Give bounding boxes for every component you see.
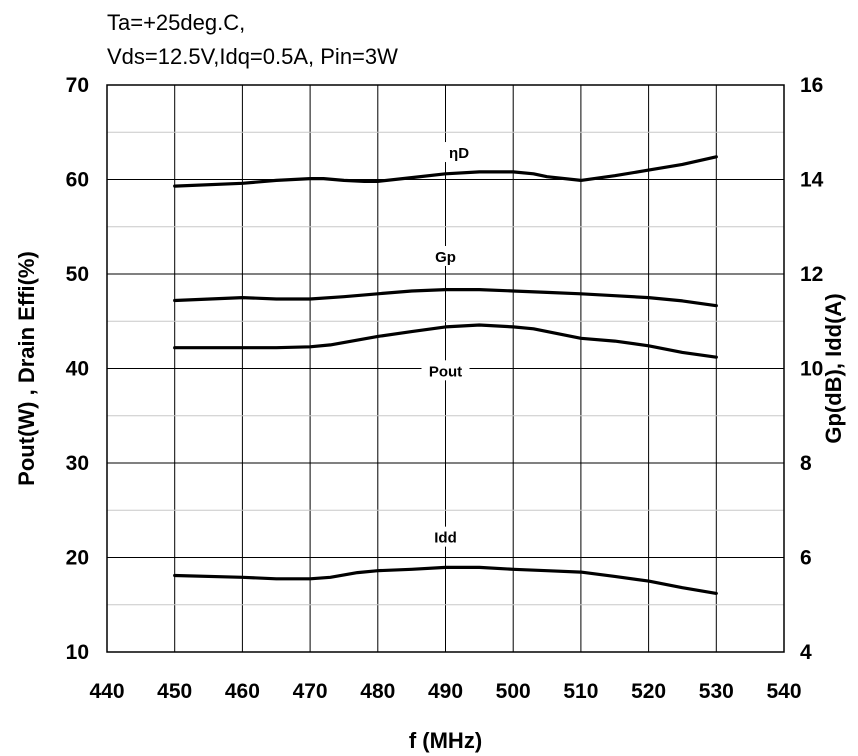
series-label-bg-Gp [430,245,461,266]
y-right-tick-label-14: 14 [800,169,824,192]
x-tick-label-470: 470 [293,680,328,703]
series-label-bg-Pout [421,360,470,381]
series-label-bg-ηD [444,142,475,163]
x-tick-label-540: 540 [766,680,801,703]
y-left-tick-label-40: 40 [66,358,89,381]
series-label-Idd: Idd [434,530,457,547]
series-line-Gp [173,288,718,308]
x-axis-label: f (MHz) [409,728,482,753]
plot-frame [106,84,785,653]
series-lines [173,155,718,596]
x-tick-label-480: 480 [360,680,395,703]
y-right-tick-label-8: 8 [800,452,812,475]
x-tick-label-460: 460 [225,680,260,703]
x-tick-label-530: 530 [699,680,734,703]
plot-border [106,84,785,653]
y-left-tick-label-50: 50 [66,263,89,286]
x-tick-label-440: 440 [89,680,124,703]
series-line-ηD [173,155,718,188]
x-tick-label-490: 490 [428,680,463,703]
x-tick-label-500: 500 [496,680,531,703]
series-label-Gp: Gp [435,249,456,266]
y-left-tick-label-30: 30 [66,452,89,475]
x-tick-label-520: 520 [631,680,666,703]
y-right-tick-label-12: 12 [800,263,823,286]
x-tick-label-450: 450 [157,680,192,703]
series-line-Idd [173,565,718,596]
series-labels: ηD Gp Pout Idd [421,142,475,547]
y-left-tick-label-10: 10 [66,641,89,664]
y-right-tick-label-10: 10 [800,358,823,381]
y-right-tick-label-4: 4 [800,641,812,664]
tick-labels: 440 450 460 470 480 490 500 510 520 530 5401020304… [66,74,824,703]
conditions-line-1: Ta=+25deg.C, [107,10,246,35]
x-tick-label-510: 510 [563,680,598,703]
y-axis-right-label: Gp(dB), Idd(A) [821,293,846,443]
y-left-tick-label-20: 20 [66,547,89,570]
series-label-bg-Idd [426,526,465,547]
y-axis-left-label: Pout(W) , Drain Effi(%) [14,251,39,486]
y-left-tick-label-70: 70 [66,74,89,97]
y-left-tick-label-60: 60 [66,169,89,192]
y-right-tick-label-16: 16 [800,74,823,97]
y-right-tick-label-6: 6 [800,547,812,570]
conditions-line-2: Vds=12.5V,Idq=0.5A, Pin=3W [107,44,398,69]
series-label-Pout: Pout [429,363,462,380]
series-label-ηD: ηD [449,145,469,162]
series-line-Pout [173,323,718,359]
